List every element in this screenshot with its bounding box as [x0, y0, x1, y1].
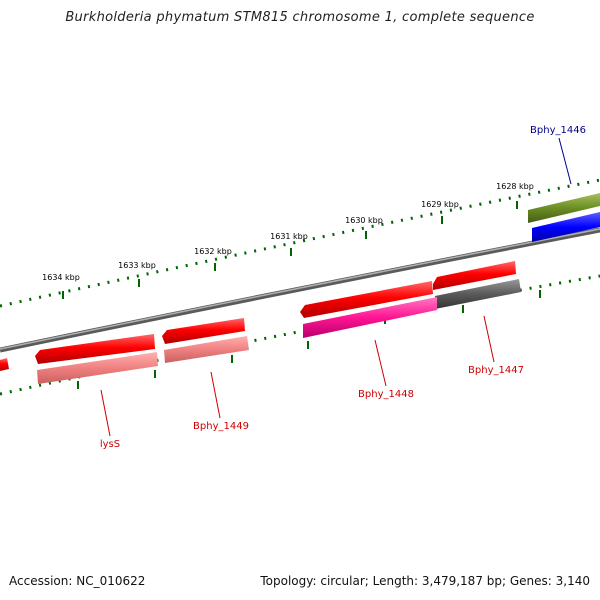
gene-label-bphy1447: Bphy_1447: [468, 365, 524, 376]
gray-feature: [435, 279, 521, 309]
tick-labels: 1628 kbp 1629 kbp 1630 kbp 1631 kbp 1632…: [42, 182, 534, 282]
topology-stats-text: Topology: circular; Length: 3,479,187 bp…: [260, 574, 590, 588]
gene-bphy1449-cds: [162, 318, 245, 344]
tick-label: 1634 kbp: [42, 273, 80, 282]
left-cds-fragment: [0, 358, 9, 371]
gene-bphy1448-magenta: [303, 297, 437, 338]
gene-label-bphy1448: Bphy_1448: [358, 389, 414, 400]
accession-text: Accession: NC_010622: [9, 574, 146, 588]
tick-label: 1633 kbp: [118, 261, 156, 270]
tick-label: 1629 kbp: [421, 200, 459, 209]
tick-label: 1630 kbp: [345, 216, 383, 225]
tick-label: 1631 kbp: [270, 232, 308, 241]
gene-label-bphy1449: Bphy_1449: [193, 421, 249, 432]
gene-bphy1448-cds: [300, 281, 433, 318]
gene-label-lyss: lysS: [100, 439, 120, 450]
blue-feature: [532, 212, 600, 242]
gene-labels: Bphy_1446 Bphy_1447 Bphy_1448 Bphy_1449 …: [100, 125, 586, 450]
olive-feature: [528, 193, 600, 223]
tick-label: 1632 kbp: [194, 247, 232, 256]
gene-lyss-pink: [37, 352, 158, 384]
gene-label-bphy1446: Bphy_1446: [530, 125, 586, 136]
gene-bphy1447-cds: [433, 261, 516, 290]
leader-lines: [100, 137, 572, 437]
gene-bphy1449-pink: [164, 336, 249, 363]
genome-backbone: [0, 227, 600, 353]
map-title: Burkholderia phymatum STM815 chromosome …: [65, 10, 535, 25]
gene-lyss-cds: [35, 334, 155, 364]
tick-label: 1628 kbp: [496, 182, 534, 191]
